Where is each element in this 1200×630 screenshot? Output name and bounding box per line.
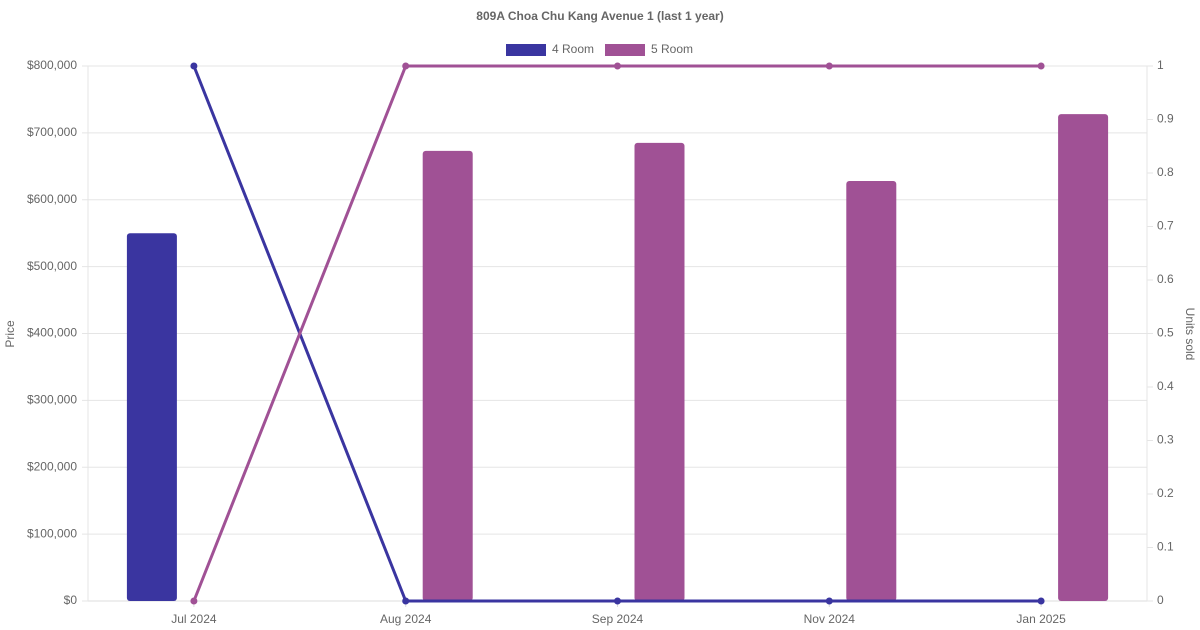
y2-tick-label: 0.6 — [1157, 272, 1174, 286]
line-point — [402, 62, 410, 70]
y-tick-label: $100,000 — [27, 526, 77, 540]
y2-tick-label: 0.3 — [1157, 433, 1174, 447]
y-tick-label: $400,000 — [27, 326, 77, 340]
legend-label: 4 Room — [552, 42, 594, 56]
x-tick-label: Jul 2024 — [171, 612, 217, 626]
line-point — [614, 62, 621, 70]
y-tick-label: $800,000 — [27, 58, 77, 72]
bar — [1058, 114, 1109, 602]
line-point — [614, 597, 621, 605]
y2-tick-label: 0.1 — [1157, 540, 1174, 554]
y2-tick-label: 0.7 — [1157, 219, 1174, 233]
line-point — [825, 62, 833, 70]
y2-tick-label: 0.9 — [1157, 112, 1174, 126]
line-point — [1037, 597, 1045, 605]
y2-axis-title: Units sold — [1183, 308, 1197, 361]
y-tick-label: $500,000 — [27, 259, 77, 273]
y-tick-label: $200,000 — [27, 459, 77, 473]
chart-title: 809A Choa Chu Kang Avenue 1 (last 1 year… — [476, 9, 723, 23]
bar — [846, 181, 897, 601]
legend-label: 5 Room — [651, 42, 693, 56]
y-tick-label: $0 — [64, 593, 78, 607]
legend-swatch — [506, 44, 546, 56]
x-tick-label: Sep 2024 — [592, 612, 644, 626]
y2-tick-label: 0.4 — [1157, 379, 1174, 393]
y2-tick-label: 1 — [1157, 58, 1164, 72]
y-axis-title: Price — [3, 320, 17, 348]
line-point — [402, 597, 410, 605]
y-tick-label: $300,000 — [27, 393, 77, 407]
y-tick-label: $700,000 — [27, 125, 77, 139]
x-tick-label: Jan 2025 — [1016, 612, 1066, 626]
x-tick-label: Nov 2024 — [804, 612, 856, 626]
line-point — [1037, 62, 1045, 70]
line-point — [190, 597, 198, 605]
x-tick-label: Aug 2024 — [380, 612, 432, 626]
line-point — [825, 597, 833, 605]
legend-swatch — [605, 44, 645, 56]
y2-tick-label: 0 — [1157, 593, 1164, 607]
y2-tick-label: 0.8 — [1157, 165, 1174, 179]
bar — [126, 233, 177, 601]
bar — [634, 142, 685, 601]
y2-tick-label: 0.5 — [1157, 326, 1174, 340]
line-point — [190, 62, 198, 70]
bar — [422, 150, 473, 601]
y-tick-label: $600,000 — [27, 192, 77, 206]
y2-tick-label: 0.2 — [1157, 486, 1174, 500]
